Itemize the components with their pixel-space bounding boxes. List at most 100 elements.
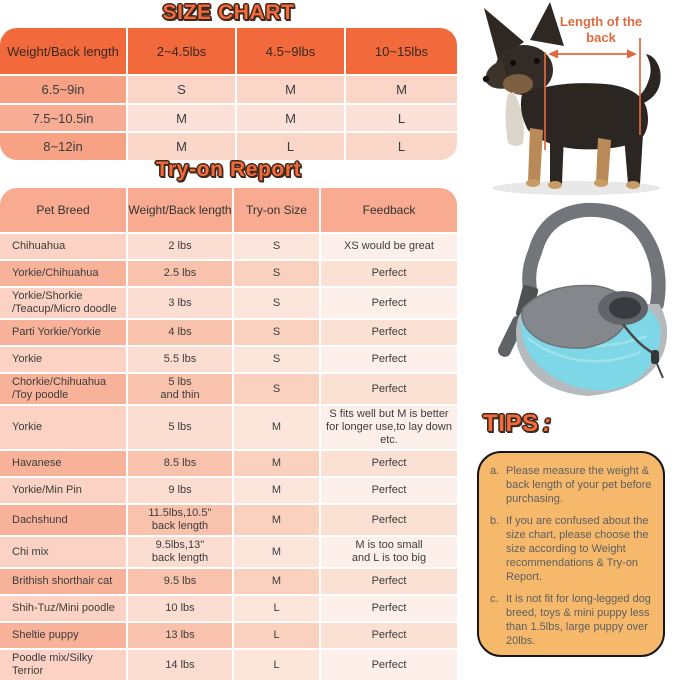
tryon-cell: 14 lbs	[128, 650, 234, 680]
tryon-cell: Perfect	[321, 650, 457, 680]
carrier-opening-inner	[609, 297, 641, 319]
carrier-toggle	[651, 350, 659, 364]
tryon-cell: Havanese	[0, 451, 128, 476]
tryon-cell: Perfect	[321, 451, 457, 476]
tryon-row: Poodle mix/Silky Terrior 14 lbs L Perfect	[0, 648, 457, 680]
tryon-cell: Yorkie/Shorkie /Teacup/Micro doodle	[0, 288, 128, 318]
tryon-header-cell: Try-on Size	[234, 188, 321, 232]
tryon-cell: S	[234, 288, 321, 318]
size-chart-row: 8~12in M L L	[0, 131, 457, 160]
dog-paw	[626, 181, 640, 189]
tryon-cell: M	[234, 451, 321, 476]
tryon-row: Havanese 8.5 lbs M Perfect	[0, 449, 457, 476]
tryon-cell: L	[234, 623, 321, 648]
size-chart-cell: 7.5~10.5in	[0, 104, 128, 132]
tryon-cell: 10 lbs	[128, 596, 234, 621]
size-chart-cell: M	[237, 76, 346, 103]
tryon-cell: L	[234, 596, 321, 621]
tip-text: If you are confused about the size chart…	[506, 515, 649, 583]
tryon-cell: Perfect	[321, 320, 457, 345]
size-chart-header-row: Weight/Back length 2~4.5lbs 4.5~9lbs 10~…	[0, 28, 457, 74]
tip-text: It is not fit for long-legged dog breed,…	[506, 593, 651, 647]
tryon-cell: S fits well but M is better for longer u…	[321, 406, 457, 449]
tip-item: c. It is not fit for long-legged dog bre…	[490, 592, 654, 648]
tryon-cell: Perfect	[321, 288, 457, 318]
tip-item: a. Please measure the weight & back leng…	[490, 464, 654, 506]
size-chart-table: Weight/Back length 2~4.5lbs 4.5~9lbs 10~…	[0, 28, 457, 160]
size-chart-cell: L	[346, 133, 457, 160]
tryon-cell: 2.5 lbs	[128, 261, 234, 286]
tryon-row: Brithish shorthair cat 9.5 lbs M Perfect	[0, 567, 457, 594]
carrier-strap	[528, 202, 666, 311]
tryon-cell: M	[234, 478, 321, 503]
tryon-header-cell: Feedback	[362, 203, 416, 217]
tryon-header-row: Pet Breed Weight/Back length Try-on Size…	[0, 188, 457, 232]
size-chart-header-cell: 10~15lbs	[374, 43, 429, 59]
tryon-header-cell: Weight/Back length	[128, 188, 234, 232]
tryon-cell: XS would be great	[321, 234, 457, 259]
tryon-cell: M	[234, 569, 321, 594]
size-chart-cell: L	[237, 133, 346, 160]
tryon-cell: 2 lbs	[128, 234, 234, 259]
tryon-cell: Perfect	[321, 261, 457, 286]
tryon-cell: Perfect	[321, 623, 457, 648]
size-chart-header-cell: 2~4.5lbs	[128, 28, 237, 74]
dog-eye	[510, 60, 516, 66]
tryon-cell: S	[234, 374, 321, 404]
dog-paw	[526, 179, 540, 187]
tryon-cell: Perfect	[321, 347, 457, 372]
carrier-drawstring	[656, 363, 664, 379]
tryon-cell: L	[234, 650, 321, 680]
tryon-row: Yorkie/Min Pin 9 lbs M Perfect	[0, 476, 457, 503]
tryon-cell: Brithish shorthair cat	[0, 569, 128, 594]
tryon-cell: 5 lbs and thin	[128, 374, 234, 404]
tryon-cell: 8.5 lbs	[128, 451, 234, 476]
tryon-cell: Yorkie/Min Pin	[0, 478, 128, 503]
tryon-cell: Shih-Tuz/Mini poodle	[0, 596, 128, 621]
size-chart-cell: S	[128, 76, 237, 103]
back-length-label: Length of the back	[559, 14, 643, 45]
tryon-cell: Parti Yorkie/Yorkie	[0, 320, 128, 345]
tryon-cell: 5 lbs	[128, 406, 234, 449]
tryon-cell: 3 lbs	[128, 288, 234, 318]
dog-leg	[596, 138, 611, 182]
tips-title-text: TIPS	[483, 410, 539, 437]
tryon-cell: Chorkie/Chihuahua /Toy poodle	[0, 374, 128, 404]
tryon-row: Chorkie/Chihuahua /Toy poodle 5 lbs and t…	[0, 372, 457, 404]
tryon-cell: 13 lbs	[128, 623, 234, 648]
tryon-cell: 4 lbs	[128, 320, 234, 345]
dog-tail	[633, 54, 661, 104]
tips-title-colon: :	[539, 410, 555, 437]
tip-marker: c.	[490, 593, 499, 605]
dog-ear-icon	[530, 2, 564, 46]
tryon-cell: Perfect	[321, 505, 457, 535]
size-chart-cell: M	[237, 104, 346, 132]
dog-nose	[482, 75, 490, 83]
tryon-body: Chihuahua 2 lbs S XS would be great Yorkie/C…	[0, 232, 457, 680]
tryon-cell: Poodle mix/Silky Terrior	[0, 650, 128, 680]
size-chart-cell: 6.5~9in	[0, 76, 128, 103]
dog-eye	[534, 58, 540, 64]
tryon-cell: Yorkie/Chihuahua	[0, 261, 128, 286]
tryon-cell: 9.5 lbs	[128, 569, 234, 594]
tryon-cell: Sheltie puppy	[0, 623, 128, 648]
dog-leg	[624, 134, 643, 184]
size-chart-body: 6.5~9in S M M 7.5~10.5in M M L 8~12in M L L	[0, 74, 457, 160]
tryon-row: Chi mix 9.5lbs,13'' back length M M is too …	[0, 535, 457, 567]
dog-chest	[505, 92, 524, 146]
tryon-cell: 9 lbs	[128, 478, 234, 503]
tryon-cell: M	[234, 537, 321, 567]
tryon-cell: S	[234, 347, 321, 372]
tryon-row: Chihuahua 2 lbs S XS would be great	[0, 232, 457, 259]
tryon-cell: Chihuahua	[0, 234, 128, 259]
tryon-row: Shih-Tuz/Mini poodle 10 lbs L Perfect	[0, 594, 457, 621]
tryon-cell: 11.5lbs,10.5'' back length	[128, 505, 234, 535]
tryon-report-title: Try-on Report	[155, 158, 302, 181]
dog-leg	[528, 128, 543, 182]
tryon-cell: M is too small and L is too big	[321, 537, 457, 567]
tryon-header-cell: Pet Breed	[0, 188, 128, 232]
tryon-cell: S	[234, 261, 321, 286]
tryon-cell: Yorkie	[0, 347, 128, 372]
tips-box: a. Please measure the weight & back leng…	[477, 451, 665, 657]
